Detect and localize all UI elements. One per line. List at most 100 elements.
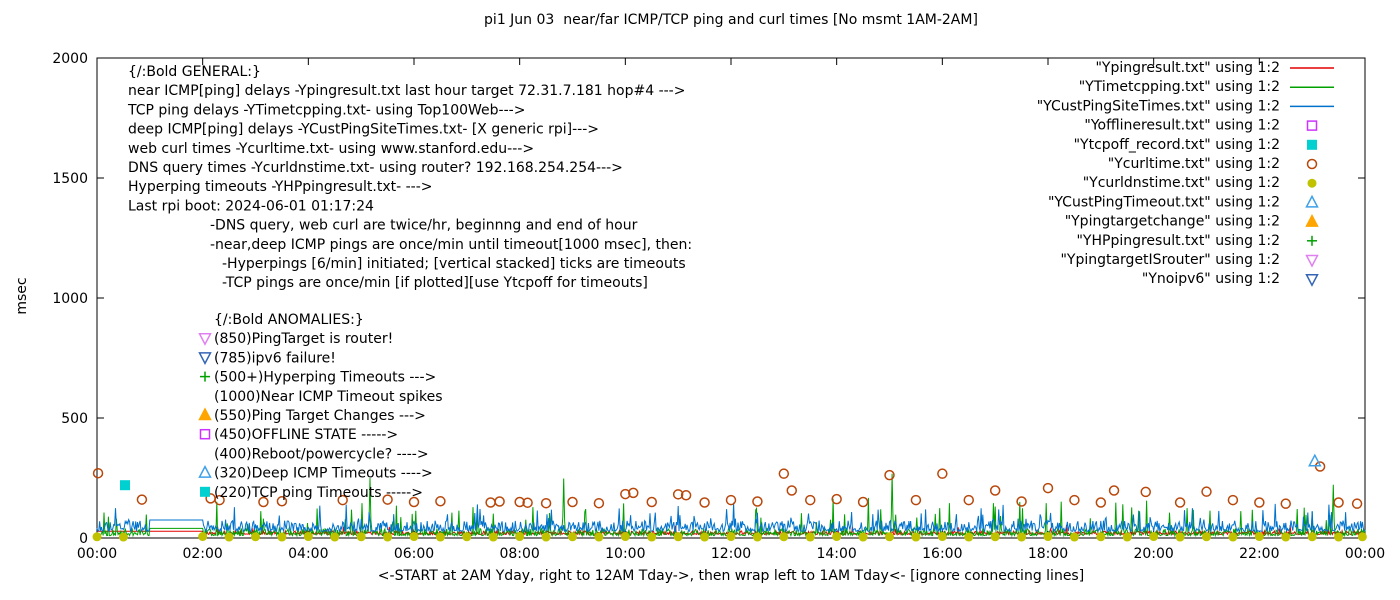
point-Ycurltime — [1042, 482, 1054, 494]
point-Ycurltime — [435, 496, 446, 507]
point-Ycurldnstime — [488, 532, 498, 542]
point-Ycurldnstime — [964, 532, 974, 542]
point-Ycurltime — [1280, 498, 1291, 509]
point-Ycurldnstime — [198, 532, 208, 542]
legend-label: "YTimetcpping.txt" using 1:2 — [1079, 79, 1280, 95]
point-Ycurldnstime — [858, 532, 868, 542]
point-Ycurltime — [831, 493, 842, 505]
point-Ycurldnstime — [673, 532, 683, 542]
legend-label: "Ypingresult.txt" using 1:2 — [1095, 60, 1280, 76]
anomaly-line: (850)PingTarget is router! — [214, 331, 393, 347]
legend-sample-square-filled-icon — [1307, 139, 1317, 150]
point-Ycurldnstime — [224, 532, 234, 542]
point-Ycurldnstime — [1307, 532, 1317, 542]
point-Ycurltime — [337, 494, 348, 506]
x-tick-label: 08:00 — [499, 546, 539, 562]
point-Ycurltime — [752, 496, 763, 507]
legend-sample-triangle-down-open-icon — [1305, 273, 1319, 287]
point-Ycurltime — [1227, 494, 1239, 506]
y-tick-label: 1000 — [52, 291, 88, 307]
point-Ycurltime — [92, 467, 104, 479]
x-tick-label: 14:00 — [816, 546, 856, 562]
anomaly-marker-triangle-down-open-icon — [198, 352, 212, 366]
point-Ycurldnstime — [330, 532, 340, 542]
point-Ycurltime — [1201, 486, 1212, 497]
anomaly-line: (450)OFFLINE STATE -----> — [214, 427, 398, 443]
point-Ycurltime — [646, 496, 657, 508]
anomaly-line: (400)Reboot/powercycle? ----> — [214, 446, 429, 462]
x-tick-label: 20:00 — [1133, 546, 1173, 562]
point-Ycurltime — [805, 494, 816, 506]
annotation-line: deep ICMP[ping] delays -YCustPingSiteTim… — [128, 122, 599, 138]
x-tick-label: 00:00 — [77, 546, 117, 562]
legend-sample-triangle-up-filled-icon — [1305, 213, 1319, 227]
annotation-anomalies-header: {/:Bold ANOMALIES:} — [214, 312, 364, 328]
point-Ycurltime — [258, 496, 269, 508]
point-Ycurldnstime — [647, 532, 657, 542]
x-tick-label: 10:00 — [605, 546, 645, 562]
anomaly-line: (320)Deep ICMP Timeouts ----> — [214, 466, 433, 482]
point-Ycurldnstime — [1149, 532, 1159, 542]
point-Ycurltime — [567, 496, 578, 508]
point-Ycurldnstime — [937, 532, 947, 542]
x-tick-label: 02:00 — [182, 546, 222, 562]
series-line-YCustPingSiteTimes — [96, 502, 1366, 534]
point-Ycurltime — [1351, 498, 1363, 509]
annotation-line: Last rpi boot: 2024-06-01 01:17:24 — [128, 198, 374, 214]
x-tick-label: 16:00 — [922, 546, 962, 562]
point-Ycurltime — [672, 489, 684, 500]
anomaly-line: (550)Ping Target Changes ---> — [214, 408, 426, 424]
y-tick-label: 500 — [61, 411, 88, 427]
y-tick-label: 1500 — [52, 171, 88, 187]
point-Ycurltime — [522, 497, 533, 508]
point-Ycurltime — [540, 497, 552, 509]
point-Ycurltime — [884, 469, 895, 481]
point-Ytcpoff_record — [120, 480, 131, 491]
point-Ycurldnstime — [1357, 532, 1367, 542]
annotation-line: -near,deep ICMP pings are once/min until… — [210, 237, 692, 253]
point-Ycurltime — [1108, 485, 1120, 496]
x-tick-label: 00:00 — [1345, 546, 1385, 562]
point-Ycurldnstime — [435, 532, 445, 542]
point-Ycurldnstime — [277, 532, 287, 542]
point-Ycurltime — [680, 490, 692, 501]
point-Ycurltime — [989, 485, 1001, 496]
point-Ycurldnstime — [752, 532, 762, 542]
legend-label: "Ytcpoff_record.txt" using 1:2 — [1074, 137, 1280, 153]
point-Ycurldnstime — [1017, 532, 1027, 542]
point-Ycurltime — [1140, 486, 1151, 498]
point-Ycurldnstime — [911, 532, 921, 542]
point-Ycurldnstime — [1043, 532, 1053, 542]
point-Ycurldnstime — [515, 532, 525, 542]
point-Ycurltime — [628, 487, 639, 499]
point-Ycurldnstime — [832, 532, 842, 542]
point-Ycurltime — [494, 496, 505, 507]
point-Ycurltime — [136, 494, 148, 505]
point-Ycurldnstime — [92, 532, 102, 542]
anomaly-line: (785)ipv6 failure! — [214, 350, 336, 366]
point-Ycurldnstime — [303, 532, 313, 542]
x-tick-label: 04:00 — [288, 546, 328, 562]
point-Ycurldnstime — [462, 532, 472, 542]
annotation-line: -TCP pings are once/min [if plotted][use… — [222, 275, 648, 291]
point-Ycurltime — [910, 494, 922, 506]
annotation-line: -DNS query, web curl are twice/hr, begin… — [210, 218, 638, 234]
point-Ycurldnstime — [1069, 532, 1079, 542]
point-Ycurltime — [620, 488, 631, 500]
annotation-line: web curl times -Ycurltime.txt- using www… — [128, 141, 534, 157]
point-Ycurltime — [382, 494, 393, 505]
x-axis-label: <-START at 2AM Yday, right to 12AM Tday-… — [377, 568, 1085, 584]
annotation-line: TCP ping delays -YTimetcpping.txt- using… — [127, 102, 525, 118]
x-tick-label: 22:00 — [1239, 546, 1279, 562]
point-Ycurldnstime — [409, 532, 419, 542]
point-Ycurltime — [1314, 461, 1326, 472]
point-Ycurldnstime — [594, 532, 604, 542]
y-tick-label: 0 — [79, 531, 88, 547]
legend-sample-triangle-down-open-icon — [1305, 254, 1319, 268]
point-Ycurldnstime — [1254, 532, 1264, 542]
point-Ycurldnstime — [779, 532, 789, 542]
point-Ycurldnstime — [805, 532, 815, 542]
y-tick-label: 2000 — [52, 51, 88, 67]
point-Ycurltime — [1254, 497, 1265, 508]
